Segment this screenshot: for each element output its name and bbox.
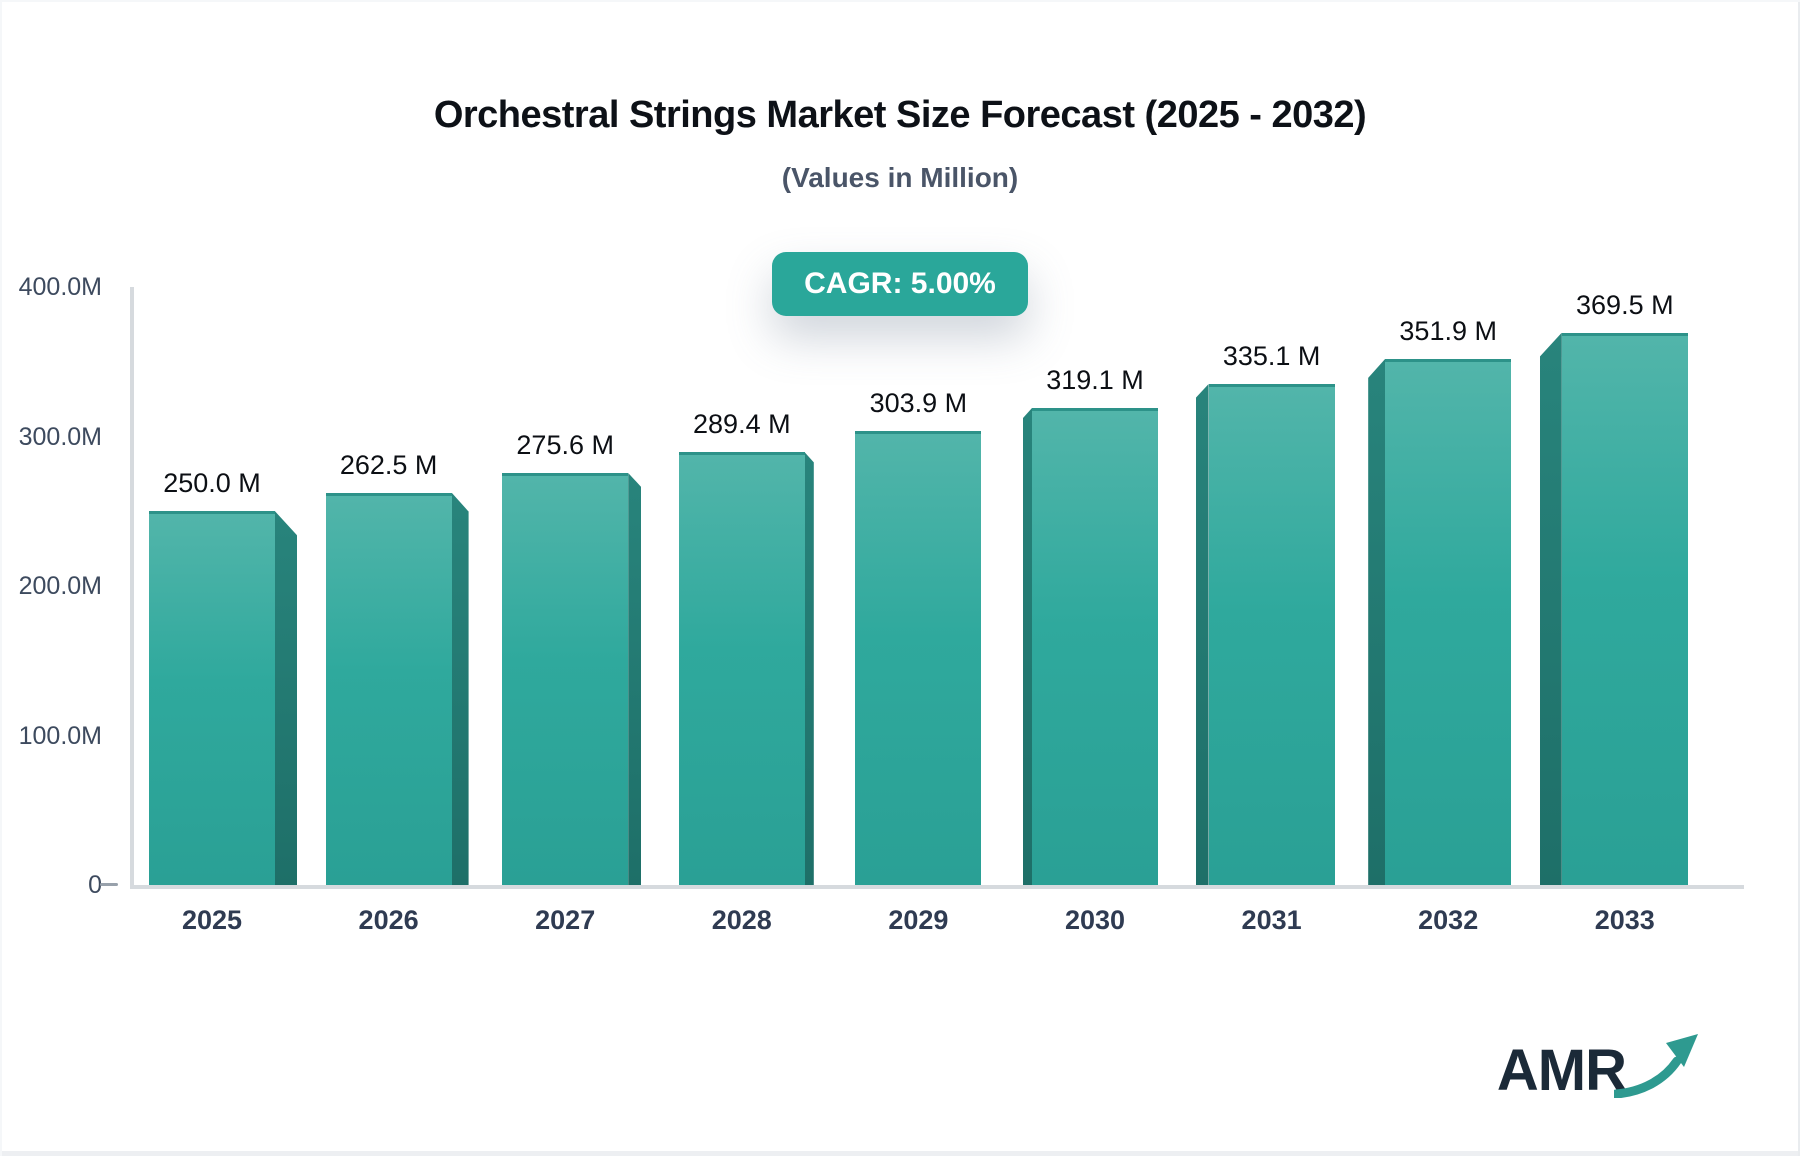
x-axis-tick-label: 2033 xyxy=(1594,905,1655,935)
bar-side-face xyxy=(275,511,297,885)
bar xyxy=(855,430,982,885)
y-axis-line xyxy=(130,287,134,889)
bar-side-face xyxy=(628,472,642,885)
x-axis-tick-label: 2028 xyxy=(711,905,772,935)
chart-title: Orchestral Strings Market Size Forecast … xyxy=(433,94,1367,136)
bar-value-label: 250.0 M xyxy=(163,468,261,499)
y-axis-tick-label: 400.0M xyxy=(18,273,102,301)
amr-logo-text: AMR xyxy=(1496,1038,1627,1103)
chart-subtitle: (Values in Million) xyxy=(781,162,1019,193)
x-axis-tick-label: 2030 xyxy=(1064,905,1126,935)
y-axis-zero-tick xyxy=(100,883,118,886)
bar-side-face xyxy=(451,492,469,885)
bar xyxy=(1208,384,1335,885)
y-axis-tick-label: 200.0M xyxy=(18,572,102,600)
cagr-badge-row: CAGR: 5.00% xyxy=(0,252,1800,316)
bar-value-label: 275.6 M xyxy=(516,429,614,460)
y-axis-tick-label: 0 xyxy=(88,871,102,899)
bar xyxy=(678,452,805,885)
bar-side-face xyxy=(1023,407,1032,885)
bar-side-face xyxy=(1195,384,1209,885)
x-axis-tick-label: 2032 xyxy=(1418,905,1479,935)
growth-arrow-icon xyxy=(1614,1034,1698,1098)
x-axis-tick-label: 2027 xyxy=(535,905,596,935)
x-axis-tick-label: 2031 xyxy=(1241,905,1302,935)
cagr-badge: CAGR: 5.00% xyxy=(772,252,1028,316)
x-axis-tick-label: 2026 xyxy=(358,905,419,935)
bar-value-label: 351.9 M xyxy=(1399,315,1497,346)
bar-value-label: 303.9 M xyxy=(869,387,968,418)
bar-value-label: 289.4 M xyxy=(693,409,791,440)
bar xyxy=(502,472,629,885)
bar-side-face xyxy=(804,452,814,885)
y-axis-tick-label: 100.0M xyxy=(18,721,102,750)
bar-value-label: 335.1 M xyxy=(1222,341,1321,372)
bar-side-face xyxy=(1368,358,1386,885)
bar xyxy=(325,492,452,885)
x-axis-tick-label: 2025 xyxy=(181,905,243,935)
bar xyxy=(1385,358,1512,885)
bar-value-label: 319.1 M xyxy=(1046,364,1144,395)
bar-value-label: 262.5 M xyxy=(339,449,438,480)
amr-logo: AMR xyxy=(1497,1032,1700,1100)
bar xyxy=(149,511,275,885)
bar xyxy=(1561,332,1688,885)
x-axis-tick-label: 2029 xyxy=(888,905,949,935)
bar-side-face xyxy=(1539,332,1562,885)
y-axis-tick-label: 300.0M xyxy=(18,422,102,451)
x-axis-line xyxy=(130,885,1744,889)
bar-value-label: 369.5 M xyxy=(1576,289,1674,320)
bar xyxy=(1032,407,1158,885)
